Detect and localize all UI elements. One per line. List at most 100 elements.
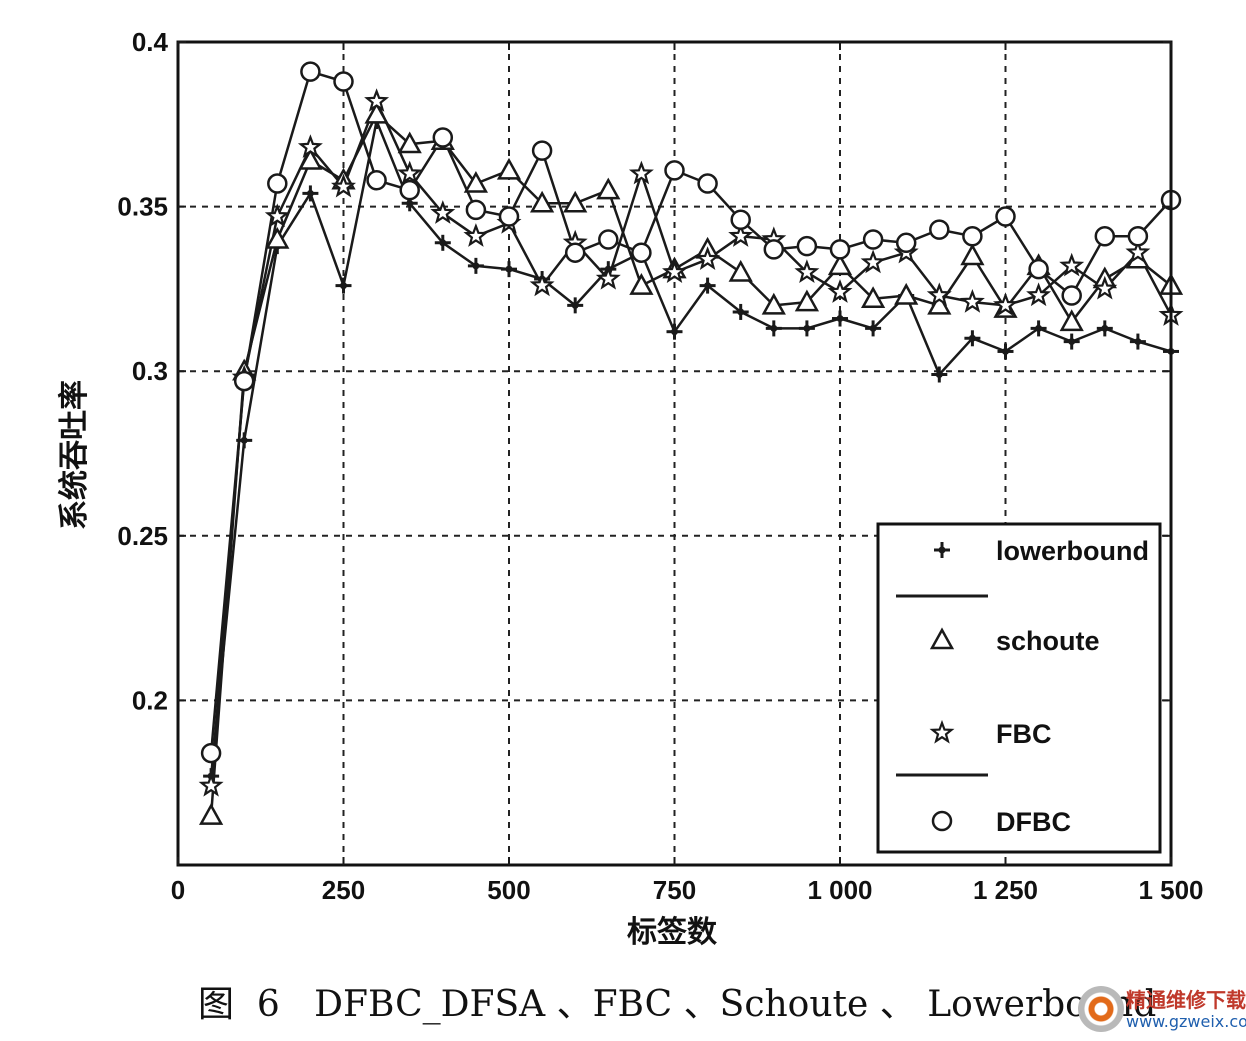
data-point-fbc bbox=[860, 249, 886, 274]
data-point-fbc bbox=[662, 259, 687, 284]
data-point-fbc bbox=[595, 265, 621, 290]
data-point-fbc bbox=[330, 173, 357, 198]
data-point-lowerbound bbox=[467, 257, 484, 274]
data-point-dfbc bbox=[1127, 225, 1149, 247]
x-tick-label: 1 000 bbox=[807, 875, 872, 905]
data-point-schoute bbox=[596, 177, 621, 200]
data-point-lowerbound bbox=[666, 323, 683, 340]
y-tick-label: 0.35 bbox=[117, 192, 168, 222]
data-point-dfbc bbox=[1061, 285, 1082, 306]
data-point-schoute bbox=[629, 273, 654, 295]
data-point-lowerbound bbox=[699, 277, 716, 294]
throughput-chart: 0 250 500 750 1 000 1 250 1 500 0.2 0.25 0.3 0.35 0… bbox=[57, 27, 1204, 950]
data-point-fbc bbox=[529, 272, 555, 297]
data-point-fbc bbox=[463, 223, 489, 247]
y-tick-label: 0.4 bbox=[132, 27, 169, 57]
data-point-fbc bbox=[827, 279, 853, 303]
x-tick-label: 1 500 bbox=[1138, 875, 1203, 905]
data-point-lowerbound bbox=[964, 330, 981, 347]
watermark-title: 精通维修下载 bbox=[1126, 988, 1246, 1012]
data-point-schoute bbox=[1059, 309, 1084, 332]
data-point-dfbc bbox=[598, 229, 619, 250]
data-point-fbc bbox=[264, 203, 290, 228]
series-line-lowerbound bbox=[209, 119, 1172, 777]
data-point-dfbc bbox=[399, 179, 420, 201]
data-point-lowerbound bbox=[335, 277, 352, 294]
legend-label-fbc: FBC bbox=[996, 719, 1052, 749]
data-point-fbc bbox=[1125, 239, 1151, 264]
data-point-schoute bbox=[364, 101, 389, 124]
data-point-dfbc bbox=[763, 239, 785, 260]
legend-box bbox=[876, 522, 1162, 854]
figure-caption: 图 6 DFBC_DFSA 、FBC 、Schoute 、 Lowerbound bbox=[198, 984, 1157, 1025]
legend-marker-fbc bbox=[929, 719, 955, 744]
data-point-dfbc bbox=[664, 160, 685, 181]
data-point-dfbc bbox=[962, 225, 983, 247]
data-point-dfbc bbox=[366, 170, 387, 191]
data-point-fbc bbox=[993, 292, 1018, 317]
data-point-dfbc bbox=[498, 206, 520, 227]
data-point-lowerbound bbox=[798, 320, 815, 337]
series-layer bbox=[198, 61, 1184, 825]
data-point-fbc bbox=[1059, 252, 1085, 277]
data-point-lowerbound bbox=[1030, 320, 1047, 337]
data-point-schoute bbox=[794, 289, 820, 312]
series-line-dfbc bbox=[209, 70, 1172, 754]
x-tick-label: 0 bbox=[171, 875, 185, 905]
data-point-schoute bbox=[397, 131, 422, 154]
y-tick-label: 0.3 bbox=[132, 356, 168, 386]
data-point-fbc bbox=[794, 259, 820, 284]
data-point-fbc bbox=[1092, 275, 1118, 300]
x-tick-label: 250 bbox=[322, 875, 365, 905]
data-point-lowerbound bbox=[732, 303, 749, 320]
data-point-fbc bbox=[364, 88, 390, 112]
data-point-schoute bbox=[463, 170, 489, 193]
data-point-lowerbound bbox=[1063, 333, 1080, 350]
watermark: 精通维修下载 www.gzweix.com bbox=[1078, 982, 1246, 1038]
data-point-fbc bbox=[1026, 282, 1052, 307]
legend: lowerbound schoute FBC DFBC bbox=[876, 522, 1162, 854]
data-point-lowerbound bbox=[501, 261, 517, 278]
data-point-fbc bbox=[959, 288, 985, 313]
data-point-lowerbound bbox=[997, 343, 1014, 360]
y-tick-label: 0.25 bbox=[117, 521, 168, 551]
legend-label-schoute: schoute bbox=[996, 626, 1100, 656]
data-point-lowerbound bbox=[434, 234, 451, 251]
data-point-dfbc bbox=[300, 61, 321, 82]
data-point-dfbc bbox=[730, 209, 751, 231]
data-point-schoute bbox=[960, 243, 985, 266]
y-tick-label: 0.2 bbox=[132, 685, 168, 715]
data-point-dfbc bbox=[1028, 258, 1049, 280]
data-point-schoute bbox=[728, 259, 753, 282]
data-point-schoute bbox=[298, 147, 323, 170]
data-point-dfbc bbox=[233, 370, 255, 392]
data-point-fbc bbox=[695, 246, 721, 270]
data-point-schoute bbox=[761, 292, 786, 315]
data-point-lowerbound bbox=[865, 320, 882, 337]
data-point-schoute bbox=[265, 226, 290, 249]
data-point-dfbc bbox=[995, 206, 1016, 227]
data-point-schoute bbox=[198, 803, 224, 825]
legend-marker-schoute bbox=[929, 627, 955, 650]
watermark-logo-icon bbox=[1078, 986, 1124, 1032]
data-point-dfbc bbox=[796, 235, 818, 257]
data-point-fbc bbox=[397, 160, 423, 185]
data-point-fbc bbox=[926, 282, 952, 307]
data-point-lowerbound bbox=[1129, 333, 1146, 350]
data-point-dfbc bbox=[200, 742, 222, 764]
data-point-lowerbound bbox=[832, 310, 848, 327]
data-point-fbc bbox=[628, 160, 654, 185]
data-point-lowerbound bbox=[931, 366, 948, 383]
y-axis-label: 系统吞吐率 bbox=[57, 380, 92, 530]
data-point-fbc bbox=[728, 223, 754, 247]
data-point-dfbc bbox=[929, 219, 950, 240]
x-tick-label: 500 bbox=[487, 875, 530, 905]
legend-marker-dfbc bbox=[931, 810, 953, 832]
data-point-fbc bbox=[198, 772, 224, 797]
data-point-fbc bbox=[297, 134, 323, 158]
watermark-url: www.gzweix.com bbox=[1126, 1012, 1246, 1031]
x-tick-label: 1 250 bbox=[973, 875, 1038, 905]
legend-label-lowerbound: lowerbound bbox=[996, 536, 1149, 566]
data-point-dfbc bbox=[465, 199, 487, 221]
data-point-schoute bbox=[894, 282, 919, 305]
